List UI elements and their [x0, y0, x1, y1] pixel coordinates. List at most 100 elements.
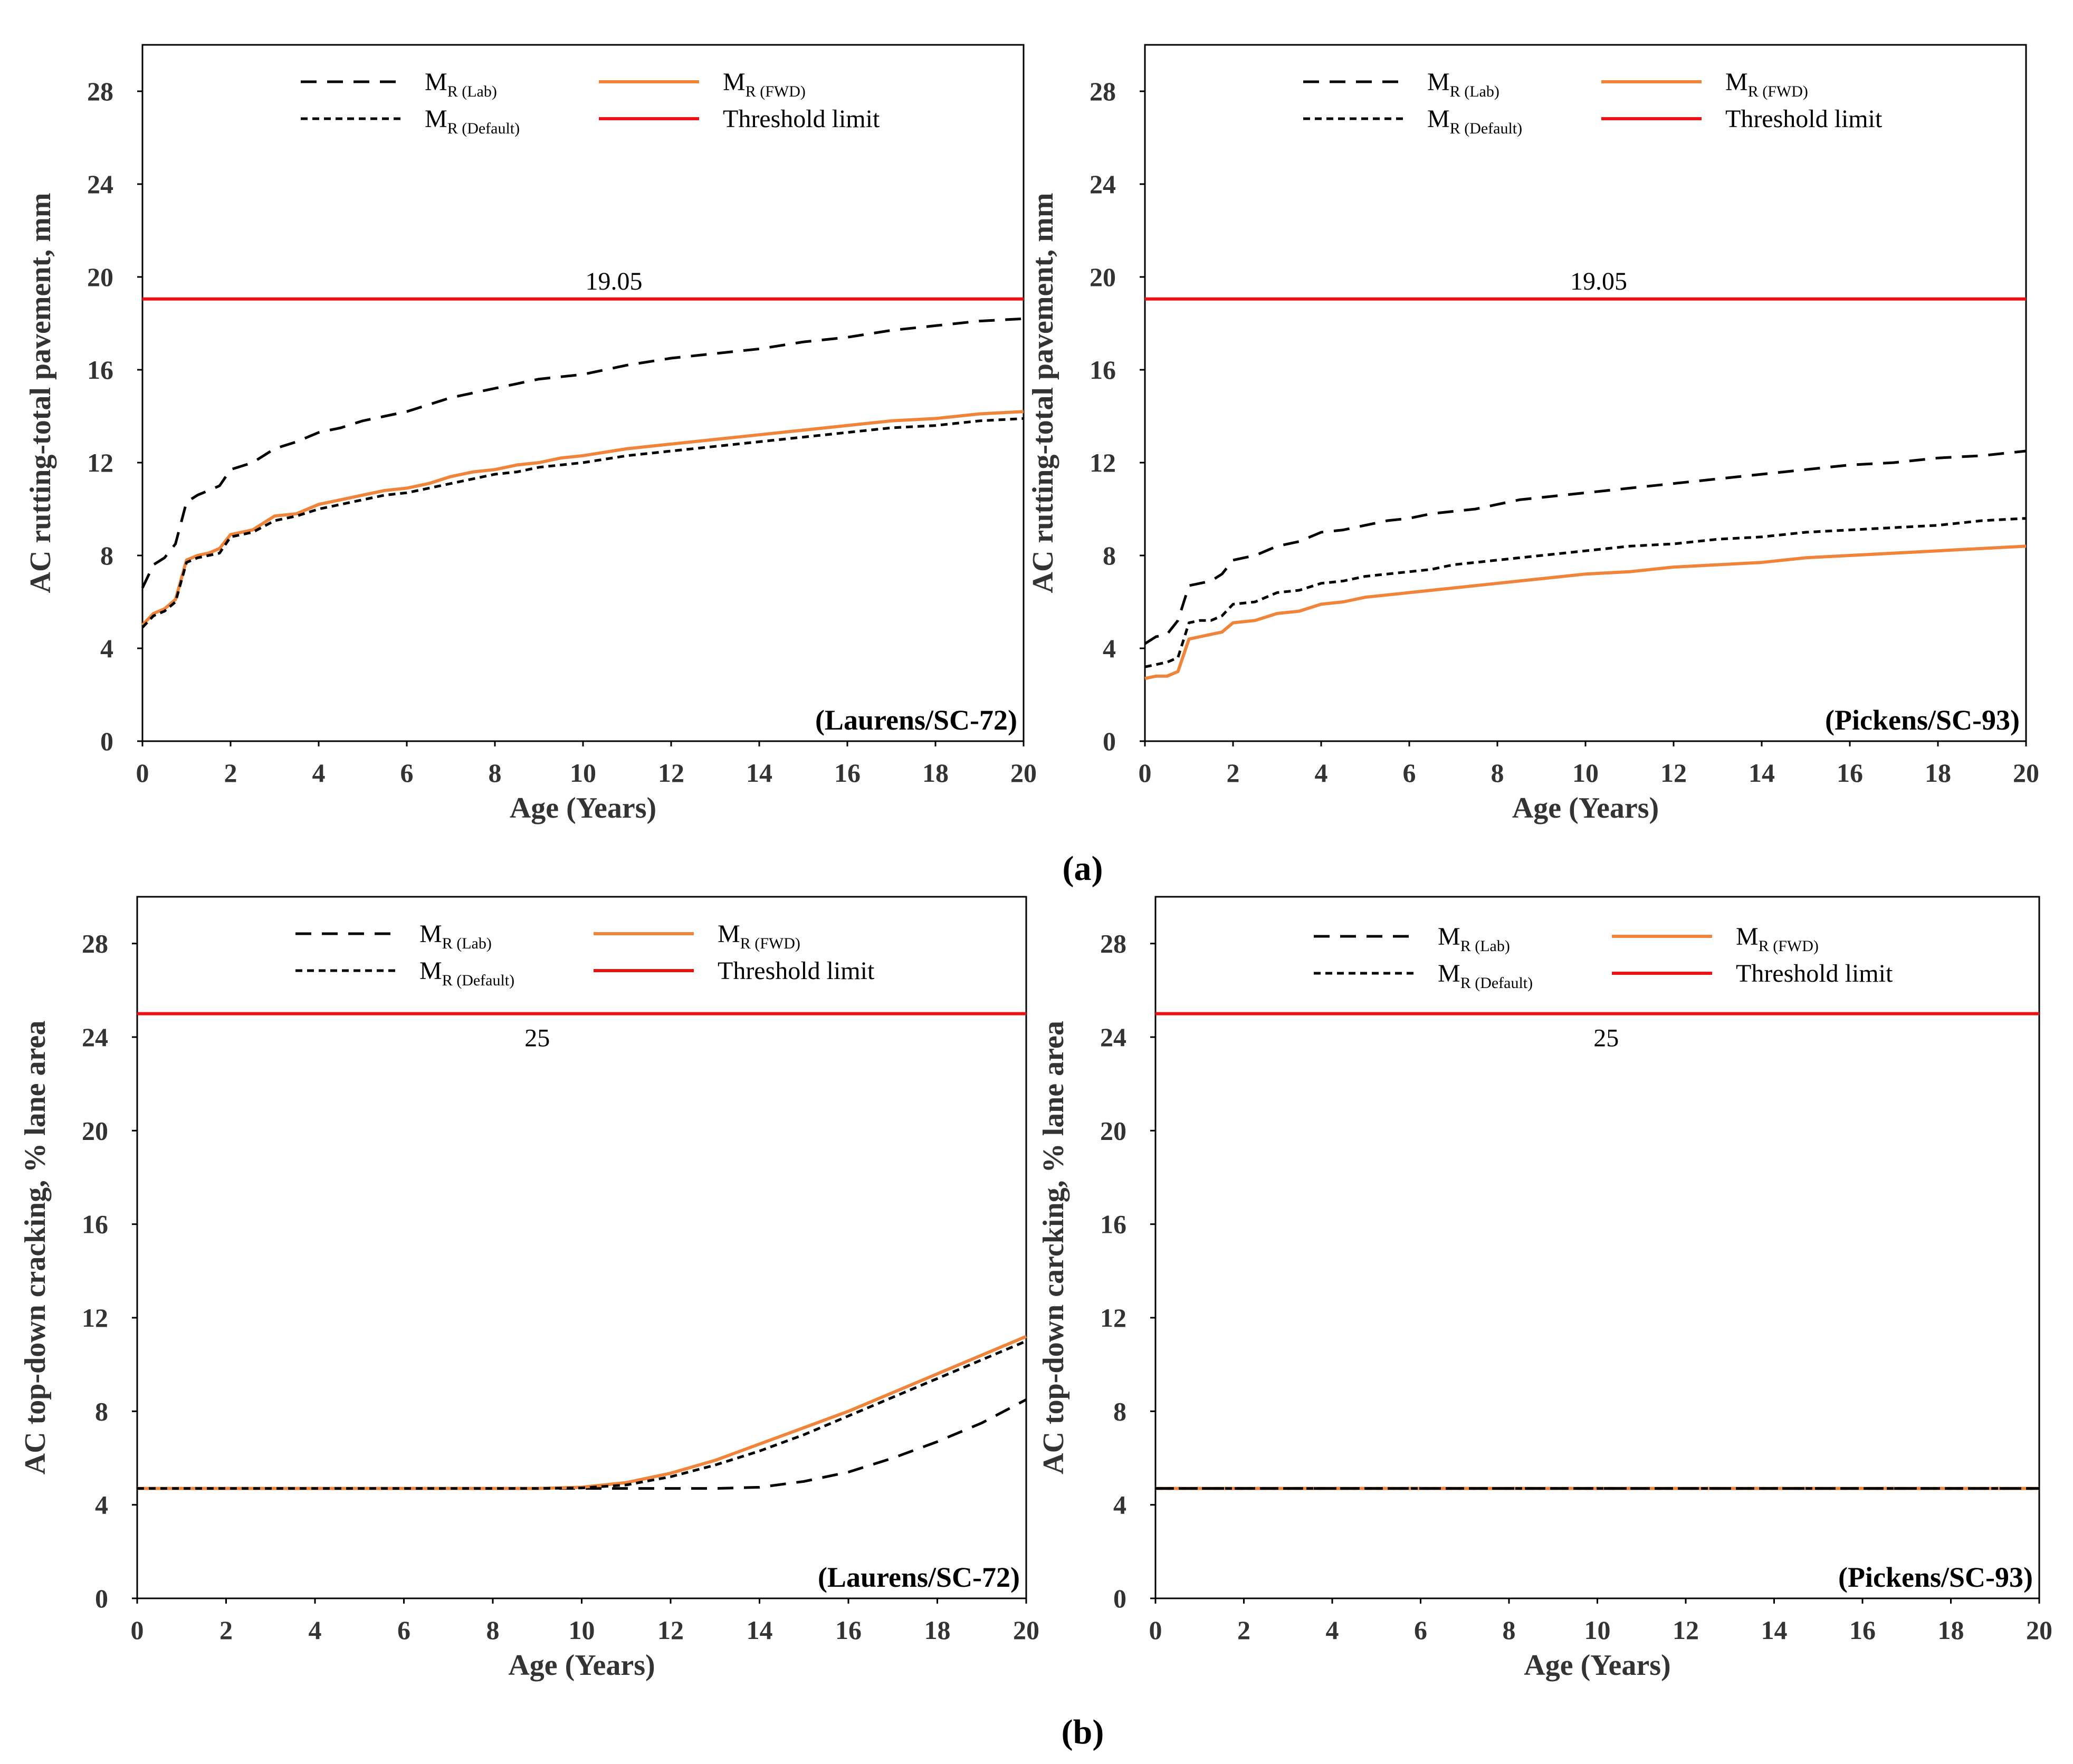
x-axis-title: Age (Years)	[510, 792, 656, 825]
legend-subscript: R (Lab)	[1450, 83, 1499, 100]
y-tick-label: 28	[82, 929, 108, 958]
plot-frame	[1144, 44, 2027, 742]
y-tick-label: 16	[87, 355, 113, 385]
x-tick-label: 20	[1013, 1615, 1039, 1645]
x-tick-label: 14	[1761, 1615, 1788, 1645]
legend: MR (Lab) MR (FWD)MR (Default) Threshold li…	[295, 920, 875, 989]
legend-subscript: R (FWD)	[740, 935, 800, 952]
y-axis-title: AC rutting-total pavement, mm	[24, 193, 57, 593]
x-tick-label: 18	[1938, 1615, 1964, 1645]
y-tick-label: 28	[1090, 76, 1116, 106]
y-tick-label: 20	[1090, 262, 1116, 292]
x-tick-label: 2	[1227, 758, 1240, 788]
y-tick-label: 4	[1103, 634, 1116, 663]
x-tick-label: 2	[219, 1615, 233, 1645]
legend-label-lab: MR (Lab)	[425, 68, 497, 100]
x-tick-label: 16	[835, 1615, 862, 1645]
x-tick-label: 10	[1572, 758, 1599, 788]
y-tick-label: 28	[87, 76, 113, 106]
legend: MR (Lab) MR (FWD)MR (Default) Threshold li…	[301, 68, 880, 137]
panel-location-label: (Pickens/SC-93)	[1838, 1561, 2033, 1593]
legend-subscript: R (Lab)	[447, 83, 497, 100]
x-tick-label: 8	[1491, 758, 1504, 788]
x-tick-label: 4	[1326, 1615, 1339, 1645]
legend-main-text: M	[419, 920, 442, 948]
y-tick-label: 20	[87, 262, 113, 292]
x-tick-label: 12	[658, 758, 684, 788]
legend-label-fwd: MR (FWD)	[1736, 923, 1819, 955]
y-tick-label: 12	[1090, 448, 1116, 477]
legend: MR (Lab) MR (FWD) MR (Default) Threshold li…	[1303, 68, 1883, 137]
legend-label-default: MR (Default)	[1427, 105, 1522, 137]
legend-subscript: R (Default)	[1450, 120, 1522, 137]
x-tick-label: 10	[569, 1615, 595, 1645]
x-tick-label: 14	[747, 1615, 773, 1645]
panel-location-label: (Laurens/SC-72)	[815, 704, 1017, 736]
series-line-fwd	[141, 410, 1024, 627]
y-tick-label: 8	[1113, 1396, 1126, 1426]
legend-label-fwd: MR (FWD)	[718, 920, 800, 952]
y-tick-label: 12	[1100, 1303, 1126, 1332]
y-axis-title: AC top-down carcking, % lane area	[1037, 1021, 1070, 1474]
y-tick-label: 4	[95, 1490, 108, 1520]
legend-label-default: MR (Default)	[419, 957, 514, 989]
y-tick-label: 16	[1090, 355, 1116, 385]
series-line-default	[141, 417, 1024, 629]
legend-label-threshold: Threshold limit	[1725, 105, 1883, 133]
y-tick-label: 24	[1090, 169, 1116, 199]
x-tick-label: 12	[1660, 758, 1687, 788]
x-tick-label: 10	[1584, 1615, 1611, 1645]
legend-main-text: M	[1427, 68, 1450, 96]
legend-label-lab: MR (Lab)	[1438, 923, 1510, 955]
threshold-value-label: 19.05	[1570, 267, 1627, 295]
y-tick-label: 28	[1100, 929, 1126, 958]
x-tick-label: 16	[1849, 1615, 1876, 1645]
y-tick-label: 20	[82, 1116, 108, 1145]
y-tick-label: 0	[1103, 726, 1116, 756]
legend-subscript: R (FWD)	[746, 83, 806, 100]
series-line-lab	[141, 317, 1024, 589]
panel-location-label: (Pickens/SC-93)	[1825, 704, 2020, 736]
legend-subscript: R (Default)	[442, 972, 514, 989]
legend-subscript: R (Default)	[447, 120, 520, 137]
legend-main-text: M	[1438, 960, 1460, 988]
x-tick-label: 2	[224, 758, 237, 788]
x-tick-label: 20	[1010, 758, 1037, 788]
x-tick-label: 14	[746, 758, 772, 788]
plot-frame	[136, 896, 1027, 1599]
x-tick-label: 10	[570, 758, 596, 788]
x-tick-label: 4	[312, 758, 326, 788]
x-tick-label: 0	[136, 758, 149, 788]
x-tick-label: 18	[924, 1615, 951, 1645]
legend-subscript: R (Default)	[1460, 974, 1533, 992]
x-tick-label: 8	[489, 758, 502, 788]
legend-main-text: M	[419, 957, 442, 985]
x-tick-label: 18	[922, 758, 949, 788]
threshold-value-label: 19.05	[585, 267, 642, 295]
x-tick-label: 2	[1237, 1615, 1250, 1645]
legend-label-threshold: Threshold limit	[723, 105, 880, 133]
y-tick-label: 0	[100, 726, 113, 756]
series-line-default	[137, 1339, 1027, 1490]
legend-main-text: M	[425, 68, 447, 96]
legend-main-text: M	[723, 68, 746, 96]
legend-label-fwd: MR (FWD)	[1725, 68, 1808, 100]
figure-label-a: (a)	[1063, 849, 1103, 888]
y-tick-label: 24	[87, 169, 113, 199]
x-tick-label: 0	[1139, 758, 1152, 788]
x-axis-title: Age (Years)	[1512, 792, 1659, 825]
x-tick-label: 8	[486, 1615, 500, 1645]
legend-label-fwd: MR (FWD)	[723, 68, 806, 100]
legend-main-text: M	[718, 920, 740, 948]
x-tick-label: 16	[1837, 758, 1863, 788]
x-tick-label: 12	[1673, 1615, 1699, 1645]
series-line-lab	[137, 1398, 1027, 1490]
figure-label-b: (b)	[1062, 1713, 1104, 1751]
x-axis-title: Age (Years)	[1524, 1649, 1670, 1682]
